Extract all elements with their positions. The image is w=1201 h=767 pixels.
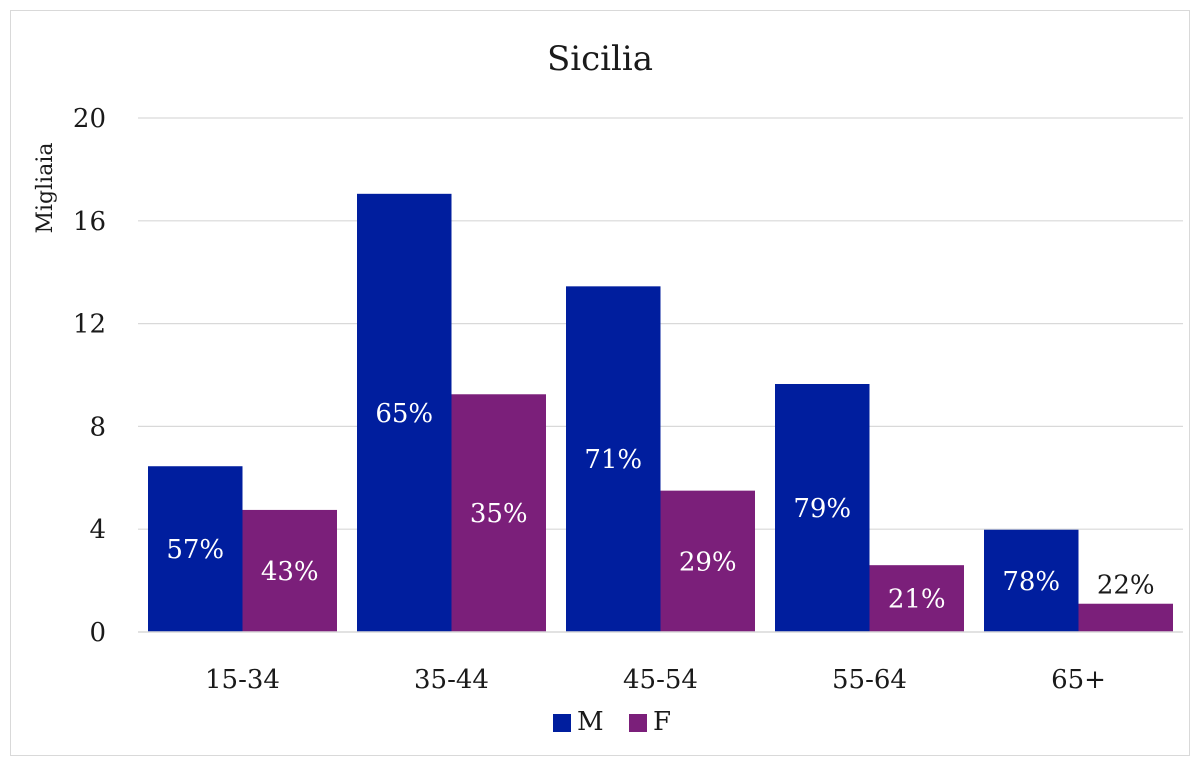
data-label: 65%: [375, 399, 433, 429]
data-label: 22%: [1097, 571, 1155, 601]
x-tick-label: 15-34: [205, 665, 280, 695]
bar-m-45-54: [566, 286, 661, 632]
bar-f-35-44: [451, 394, 546, 632]
bar-m-15-34: [148, 466, 243, 632]
data-label: 21%: [888, 585, 946, 615]
y-tick-label: 20: [73, 104, 106, 134]
legend-label-m: M: [577, 707, 604, 737]
x-tick-label: 45-54: [623, 665, 698, 695]
bar-m-35-44: [357, 193, 452, 632]
y-tick-label: 8: [89, 412, 106, 442]
chart-title: Sicilia: [547, 39, 653, 79]
data-label: 79%: [793, 494, 851, 524]
legend-label-f: F: [653, 707, 671, 737]
data-label: 43%: [261, 557, 319, 587]
y-axis-ticks: 0 4 8 12 16 20: [73, 104, 106, 648]
bar-m-65+: [984, 529, 1079, 632]
data-label: 78%: [1002, 567, 1060, 597]
y-axis-label: Migliaia: [33, 143, 58, 234]
bar-f-45-54: [660, 490, 755, 632]
x-axis-ticks: 15-34 35-44 45-54 55-64 65+: [205, 665, 1106, 695]
bar-f-65+: [1078, 603, 1173, 632]
legend-swatch-m: [553, 714, 571, 732]
x-tick-label: 35-44: [414, 665, 489, 695]
legend-swatch-f: [629, 714, 647, 732]
data-label: 35%: [470, 499, 528, 529]
y-tick-label: 16: [73, 207, 106, 237]
y-tick-label: 0: [89, 618, 106, 648]
y-tick-label: 12: [73, 310, 106, 340]
bar-m-55-64: [775, 383, 870, 632]
bar-f-55-64: [869, 565, 964, 632]
x-tick-label: 55-64: [832, 665, 907, 695]
data-label: 71%: [584, 445, 642, 475]
y-tick-label: 4: [89, 515, 106, 545]
data-label: 57%: [166, 535, 224, 565]
data-label: 29%: [679, 547, 737, 577]
data-labels: 57% 43% 65% 35% 71% 29% 79% 21% 78% 22%: [166, 399, 1154, 615]
bar-f-15-34: [242, 509, 337, 632]
x-tick-label: 65+: [1051, 665, 1106, 695]
bars: [148, 193, 1173, 632]
